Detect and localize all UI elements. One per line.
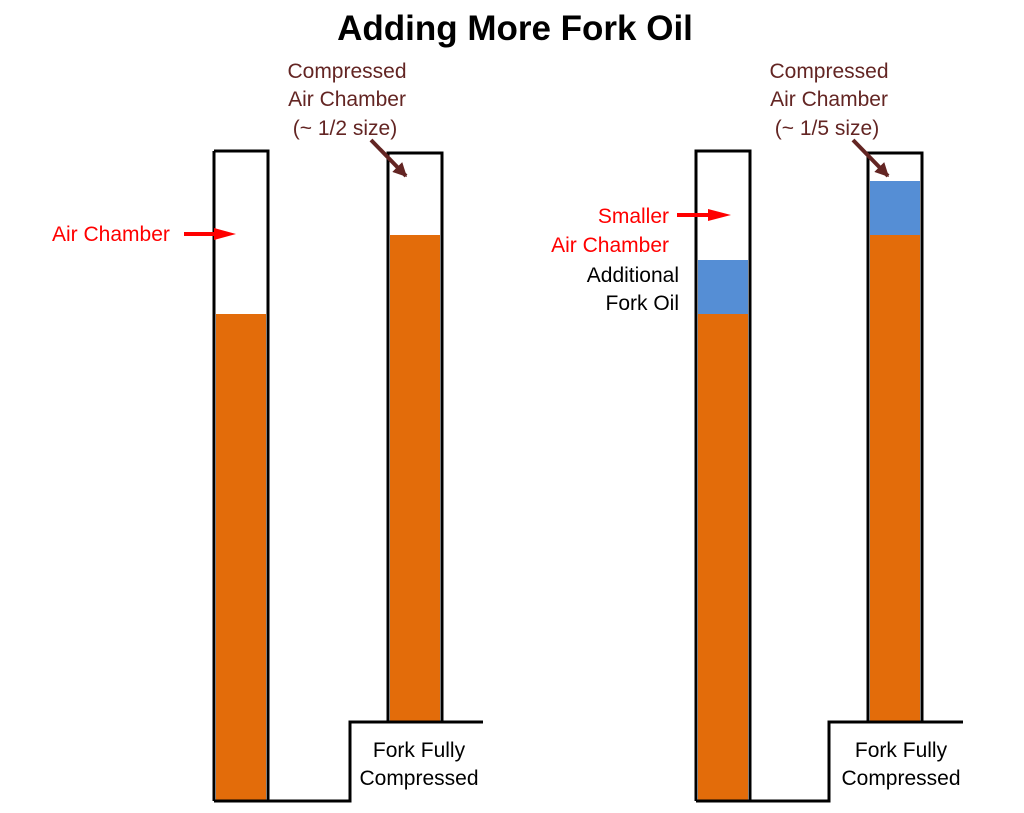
fork-oil-fill xyxy=(698,314,748,801)
compressed-label-line1: Compressed xyxy=(287,60,406,83)
additional-oil-fill xyxy=(698,260,748,314)
fork-tube-compressed xyxy=(386,151,444,722)
red-arrow-icon xyxy=(677,209,731,221)
fork-tube-extended xyxy=(212,149,270,801)
smaller-label-line2: Air Chamber xyxy=(551,234,669,257)
ground-step-line xyxy=(696,720,963,803)
ground-step-line xyxy=(214,720,483,803)
left-panel: Air Chamber Compressed Air Chamber (~ 1/… xyxy=(52,60,483,803)
right-panel: Smaller Air Chamber Additional Fork Oil … xyxy=(551,60,963,803)
fork-tube-compressed xyxy=(866,151,924,722)
compressed-label-line3: (~ 1/5 size) xyxy=(775,117,879,140)
fork-tube-extended xyxy=(694,149,752,801)
diagram-title: Adding More Fork Oil xyxy=(337,9,693,48)
compressed-label-line2: Air Chamber xyxy=(770,88,888,111)
compressed-label-line3: (~ 1/2 size) xyxy=(293,117,397,140)
additional-label-line2: Fork Oil xyxy=(606,292,680,315)
fork-label-line2: Compressed xyxy=(841,767,960,790)
additional-label-line1: Additional xyxy=(587,264,679,287)
red-arrow-icon xyxy=(184,228,236,240)
fork-oil-fill xyxy=(216,314,266,801)
fork-oil-fill-compressed xyxy=(870,235,920,722)
maroon-arrow-icon xyxy=(851,138,890,178)
air-chamber-label: Air Chamber xyxy=(52,223,170,246)
compressed-label-line1: Compressed xyxy=(769,60,888,83)
fork-label-line1: Fork Fully xyxy=(855,739,948,762)
maroon-arrow-icon xyxy=(369,138,408,178)
fork-oil-fill-compressed xyxy=(390,235,440,722)
fork-label-line2: Compressed xyxy=(359,767,478,790)
compressed-label-line2: Air Chamber xyxy=(288,88,406,111)
smaller-label-line1: Smaller xyxy=(598,205,669,228)
additional-oil-fill-compressed xyxy=(870,181,920,235)
fork-label-line1: Fork Fully xyxy=(373,739,466,762)
